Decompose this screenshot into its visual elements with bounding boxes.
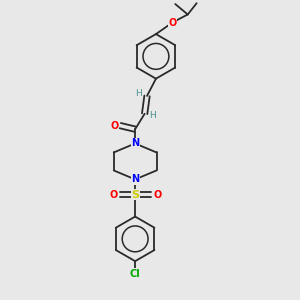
- Text: O: O: [110, 121, 118, 130]
- Text: O: O: [168, 18, 176, 28]
- Text: H: H: [135, 89, 142, 98]
- Text: Cl: Cl: [130, 268, 140, 279]
- Text: H: H: [150, 111, 156, 120]
- Text: N: N: [131, 174, 139, 184]
- Text: N: N: [131, 139, 139, 148]
- Text: O: O: [109, 190, 117, 200]
- Text: O: O: [153, 190, 161, 200]
- Text: S: S: [131, 190, 139, 200]
